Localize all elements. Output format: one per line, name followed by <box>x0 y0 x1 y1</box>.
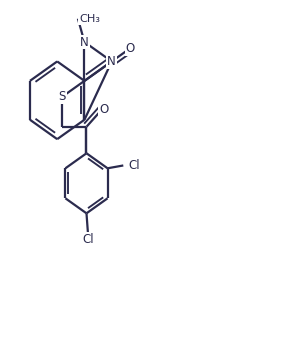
Text: Cl: Cl <box>82 232 94 246</box>
Text: O: O <box>99 103 108 116</box>
Text: CH₃: CH₃ <box>79 14 100 23</box>
Text: N: N <box>80 36 89 48</box>
Text: S: S <box>58 90 66 103</box>
Text: N: N <box>107 55 116 68</box>
Text: O: O <box>126 42 135 55</box>
Text: Cl: Cl <box>128 159 140 172</box>
